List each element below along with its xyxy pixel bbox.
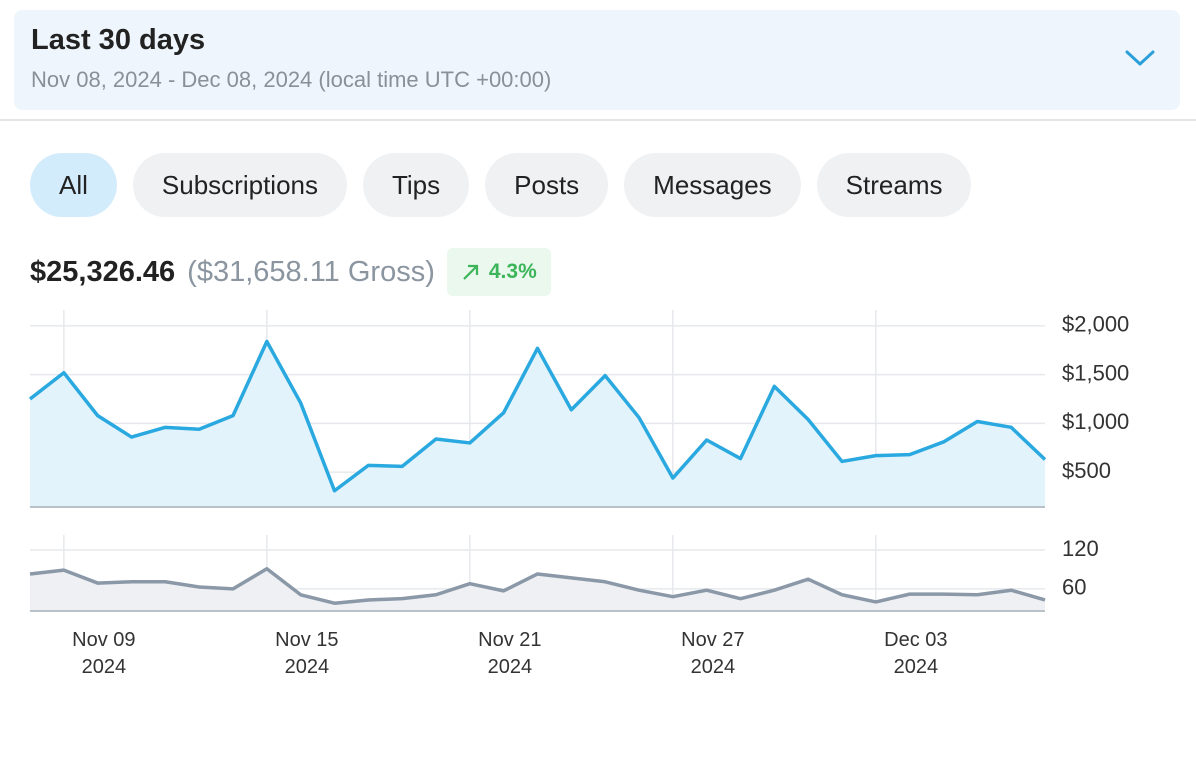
x-tick-label: Nov 27 2024	[681, 629, 745, 678]
filter-tab[interactable]: Subscriptions	[132, 153, 347, 217]
series-line	[28, 339, 1047, 493]
y-tick-label: 60	[1062, 575, 1086, 600]
filter-tab[interactable]: All	[30, 153, 117, 217]
y-tick-label: $500	[1062, 458, 1111, 483]
filter-tab[interactable]: Messages	[624, 153, 801, 217]
up-arrow-icon	[463, 264, 478, 280]
area-fill	[30, 568, 1045, 611]
chevron-icon	[1125, 50, 1155, 66]
change-badge: 4.3%	[446, 248, 551, 296]
x-tick-label: Nov 15 2024	[275, 629, 339, 678]
tabs: All Subscriptions Tips Posts Messages Streams	[30, 153, 972, 217]
y-tick-label: $1,000	[1062, 409, 1129, 434]
net-amount: $25,326.46	[30, 255, 176, 288]
y-tick-label: $1,500	[1062, 360, 1129, 385]
filter-tab[interactable]: Streams	[816, 153, 972, 217]
change-value: 4.3%	[488, 260, 537, 283]
area-fill	[30, 341, 1045, 507]
y-tick-label: $2,000	[1062, 312, 1129, 337]
range-title: Last 30 days	[31, 24, 206, 56]
filter-tab[interactable]: Posts	[485, 153, 609, 217]
range-subtitle: Nov 08, 2024 - Dec 08, 2024 (local time …	[31, 67, 552, 92]
x-tick-label: Nov 21 2024	[478, 629, 542, 678]
summary: $25,326.46 ($31,658.11 Gross) 4.3%	[30, 248, 551, 296]
x-tick-label: Nov 09 2024	[72, 629, 136, 678]
x-tick-label: Dec 03 2024	[884, 629, 948, 678]
gross-amount: ($31,658.11 Gross)	[187, 255, 435, 288]
date-range-selector[interactable]: Last 30 days Nov 08, 2024 - Dec 08, 2024…	[14, 10, 1180, 110]
y-tick-label: 120	[1062, 536, 1099, 561]
divider	[0, 119, 1196, 121]
filter-tab[interactable]: Tips	[362, 153, 470, 217]
series-line	[29, 567, 1046, 605]
